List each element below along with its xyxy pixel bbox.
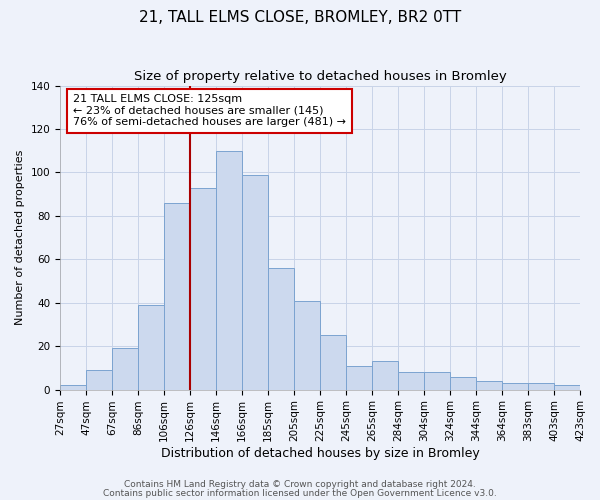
- Bar: [424, 372, 450, 390]
- Bar: [242, 174, 268, 390]
- Bar: [320, 336, 346, 390]
- Text: 21, TALL ELMS CLOSE, BROMLEY, BR2 0TT: 21, TALL ELMS CLOSE, BROMLEY, BR2 0TT: [139, 10, 461, 25]
- Bar: [372, 362, 398, 390]
- Bar: [86, 370, 112, 390]
- Bar: [190, 188, 216, 390]
- Bar: [528, 383, 554, 390]
- Bar: [294, 300, 320, 390]
- Bar: [138, 305, 164, 390]
- Text: 21 TALL ELMS CLOSE: 125sqm
← 23% of detached houses are smaller (145)
76% of sem: 21 TALL ELMS CLOSE: 125sqm ← 23% of deta…: [73, 94, 346, 128]
- Bar: [476, 381, 502, 390]
- Title: Size of property relative to detached houses in Bromley: Size of property relative to detached ho…: [134, 70, 506, 83]
- Text: Contains HM Land Registry data © Crown copyright and database right 2024.: Contains HM Land Registry data © Crown c…: [124, 480, 476, 489]
- Bar: [398, 372, 424, 390]
- Bar: [554, 386, 580, 390]
- Bar: [502, 383, 528, 390]
- Text: Contains public sector information licensed under the Open Government Licence v3: Contains public sector information licen…: [103, 490, 497, 498]
- Bar: [164, 203, 190, 390]
- Bar: [450, 376, 476, 390]
- Bar: [60, 386, 86, 390]
- Bar: [216, 150, 242, 390]
- X-axis label: Distribution of detached houses by size in Bromley: Distribution of detached houses by size …: [161, 447, 479, 460]
- Bar: [112, 348, 138, 390]
- Y-axis label: Number of detached properties: Number of detached properties: [15, 150, 25, 326]
- Bar: [346, 366, 372, 390]
- Bar: [268, 268, 294, 390]
